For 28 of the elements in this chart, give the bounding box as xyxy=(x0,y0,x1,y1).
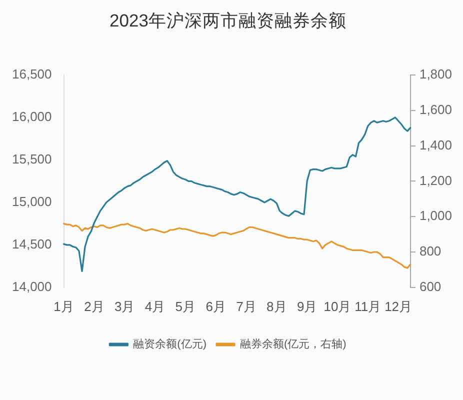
x-tick-label: 6月 xyxy=(206,298,226,314)
y2-tick-label: 1,000 xyxy=(419,208,452,224)
y-tick-label: 15,000 xyxy=(12,194,52,210)
x-tick-label: 12月 xyxy=(384,298,412,314)
x-tick-label: 10月 xyxy=(324,298,352,314)
y2-tick-label: 1,200 xyxy=(419,172,452,188)
x-tick-label: 3月 xyxy=(114,298,135,314)
y2-tick-label: 1,800 xyxy=(419,66,452,82)
y-tick-label: 15,500 xyxy=(12,152,52,167)
y2-tick-label: 1,400 xyxy=(419,137,452,152)
y-tick-label: 14,000 xyxy=(12,278,52,294)
y-tick-label: 16,500 xyxy=(12,66,52,82)
y-tick-label: 14,500 xyxy=(12,236,52,252)
legend-label: 融券余额(亿元，右轴) xyxy=(240,338,346,351)
y-tick-label: 16,000 xyxy=(12,109,52,124)
x-tick-label: 8月 xyxy=(266,298,287,314)
y2-tick-label: 600 xyxy=(419,278,442,294)
legend-label: 融资余额(亿元) xyxy=(133,338,206,351)
y2-tick-label: 800 xyxy=(419,244,442,259)
x-tick-label: 7月 xyxy=(236,298,256,314)
x-tick-label: 4月 xyxy=(144,298,166,314)
chart-title: 2023年沪深两市融资融券余额 xyxy=(110,10,346,30)
y2-tick-label: 1,600 xyxy=(419,102,452,117)
x-tick-label: 9月 xyxy=(296,298,318,314)
x-tick-label: 11月 xyxy=(354,298,382,314)
x-tick-label: 5月 xyxy=(175,298,196,314)
x-tick-label: 2月 xyxy=(84,298,104,314)
x-tick-label: 1月 xyxy=(54,298,74,314)
